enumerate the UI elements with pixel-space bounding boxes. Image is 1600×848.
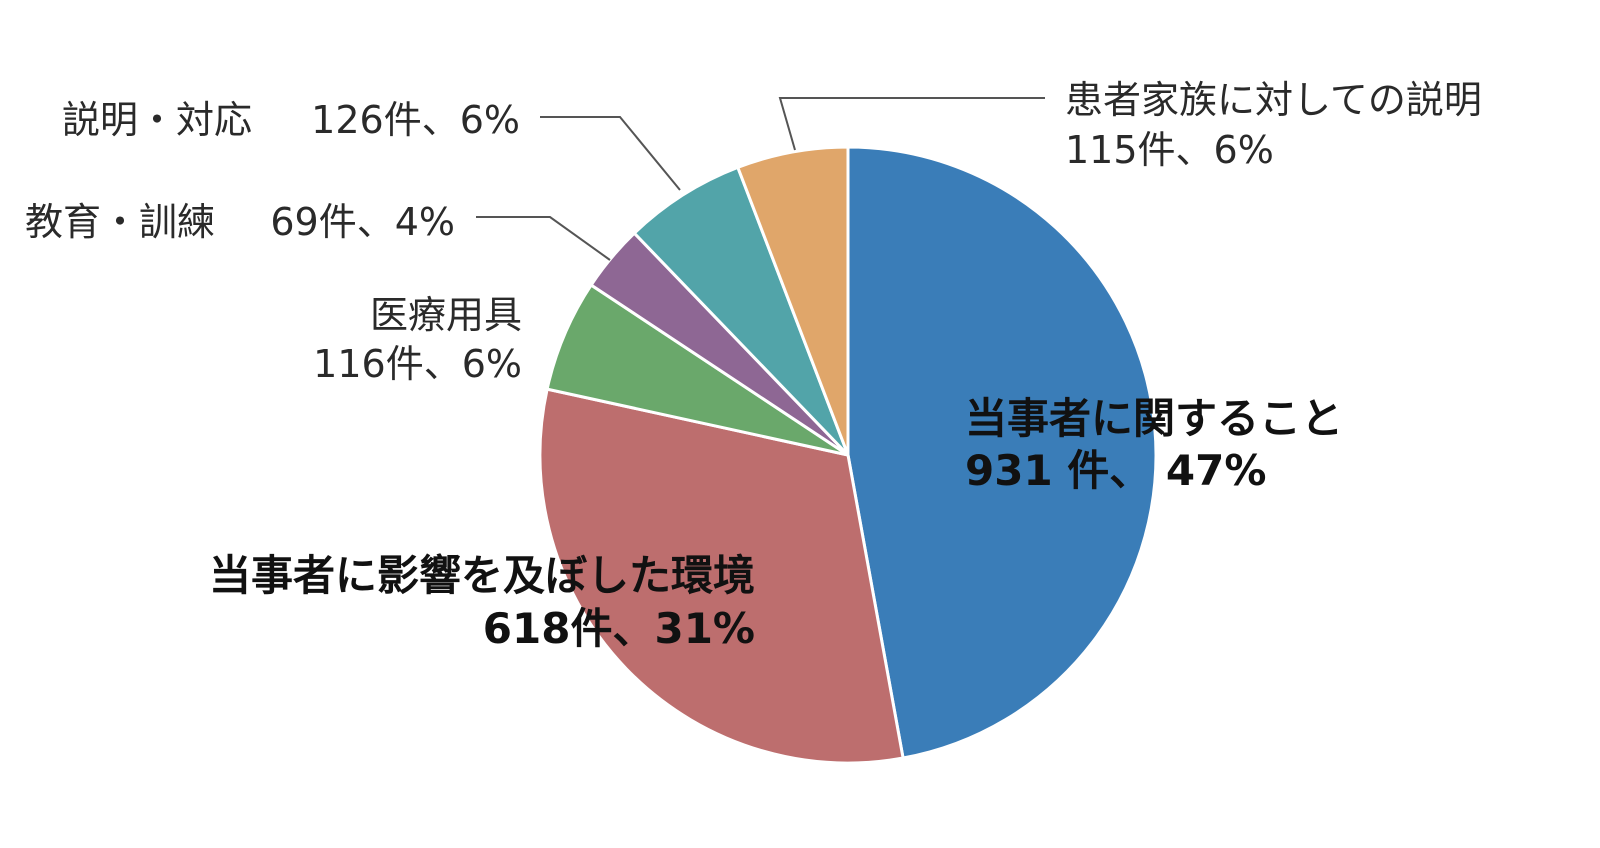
slice-label-value-0: 931 件、 47%	[965, 446, 1266, 495]
leader-lines-layer	[476, 97, 1045, 261]
slice-label-name-3: 教育・訓練	[25, 200, 215, 244]
slice-label-value-4: 126件、6%	[311, 98, 520, 142]
slice-label-value-3: 69件、4%	[270, 200, 455, 244]
pie-slice-0	[846, 145, 1158, 760]
slice-label-name-2: 医療用具	[370, 293, 522, 337]
slice-label-value-2: 116件、6%	[313, 342, 522, 386]
slice-label-value-5: 115件、6%	[1065, 128, 1274, 172]
slice-label-name-1: 当事者に影響を及ぼした環境	[209, 551, 755, 600]
slices-layer	[538, 145, 1158, 765]
slice-label-value-1: 618件、31%	[483, 604, 755, 653]
pie-slice-4	[632, 165, 850, 457]
leader-line-education	[476, 216, 611, 261]
labels-layer: 当事者に関すること 931 件、 47% 当事者に影響を及ぼした環境 618件、…	[25, 78, 1482, 653]
leader-line-explanation	[540, 116, 681, 191]
slice-label-name-4: 説明・対応	[62, 98, 252, 142]
leader-line-family	[778, 97, 1045, 151]
pie-slice-5	[735, 145, 850, 456]
pie-slice-1	[538, 387, 905, 765]
slice-label-name-0: 当事者に関すること	[965, 394, 1343, 443]
slice-label-name-5: 患者家族に対しての説明	[1065, 78, 1482, 122]
